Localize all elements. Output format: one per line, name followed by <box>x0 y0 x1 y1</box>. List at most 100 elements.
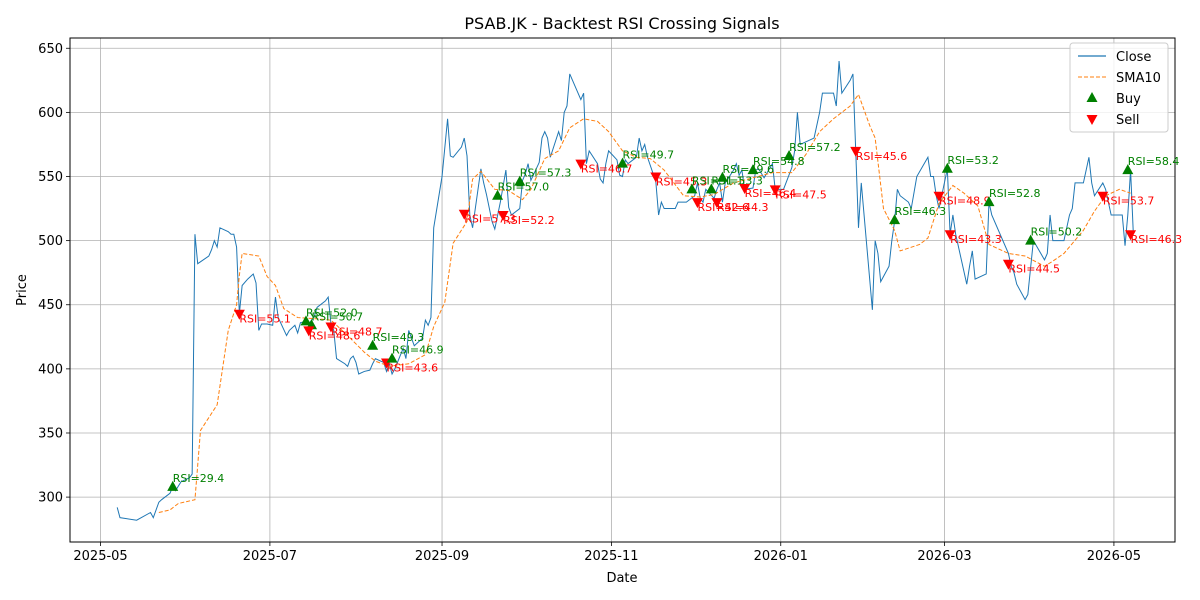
buy-marker <box>167 480 179 491</box>
chart-title: PSAB.JK - Backtest RSI Crossing Signals <box>464 14 779 33</box>
y-tick-label: 600 <box>38 106 63 121</box>
sell-marker <box>769 185 781 196</box>
sell-annotation: RSI=48.7 <box>331 326 383 339</box>
x-tick-label: 2025-11 <box>584 549 638 564</box>
y-tick-label: 350 <box>38 426 63 441</box>
buy-annotation: RSI=58.4 <box>1128 155 1180 168</box>
legend-buy-swatch <box>1086 92 1098 102</box>
sell-annotation: RSI=48.9 <box>939 195 991 208</box>
buy-annotation: RSI=52.0 <box>306 306 358 319</box>
buy-annotation: RSI=46.3 <box>895 205 947 218</box>
buy-marker <box>983 196 995 207</box>
buy-annotation: RSI=49.7 <box>623 149 675 162</box>
buy-annotation: RSI=29.4 <box>173 472 225 485</box>
buy-marker <box>889 214 901 225</box>
buy-marker <box>747 164 759 175</box>
sell-marker <box>739 184 751 195</box>
sell-annotation: RSI=43.6 <box>387 361 439 374</box>
y-tick-label: 300 <box>38 491 63 506</box>
x-axis: 2025-05 2025-07 2025-09 2025-11 2026-01 2026-… <box>73 542 1141 564</box>
x-tick-label: 2025-07 <box>243 549 297 564</box>
legend-label: SMA10 <box>1116 71 1161 86</box>
buy-marker <box>514 175 526 186</box>
sell-marker <box>458 209 470 220</box>
sell-annotation: RSI=45.6 <box>856 150 908 163</box>
sell-annotation: RSI=44.5 <box>1008 263 1060 276</box>
buy-marker <box>705 183 717 194</box>
y-axis-label: Price <box>15 274 30 306</box>
buy-annotation: RSI=46.9 <box>392 344 444 357</box>
sma10-line <box>158 93 1131 513</box>
legend-label: Close <box>1116 50 1151 65</box>
legend-box <box>1069 42 1169 133</box>
buy-marker <box>686 183 698 194</box>
sell-marker <box>575 159 587 170</box>
sell-marker <box>325 322 337 333</box>
buy-annotation: RSI=50.7 <box>312 310 364 323</box>
buy-marker <box>367 339 379 350</box>
sell-marker <box>303 326 315 337</box>
sell-marker <box>497 210 509 221</box>
buy-annotation: RSI=57.2 <box>789 141 841 154</box>
sell-marker <box>650 172 662 183</box>
sell-marker <box>711 198 723 209</box>
x-tick-label: 2026-05 <box>1087 549 1141 564</box>
sell-annotation: RSI=55.1 <box>239 313 291 326</box>
x-tick-label: 2025-09 <box>415 549 469 564</box>
buy-annotation: RSI=57.0 <box>498 181 550 194</box>
buy-marker <box>1025 234 1037 245</box>
sell-annotation: RSI=48.6 <box>309 329 361 342</box>
y-tick-label: 550 <box>38 170 63 185</box>
sell-marker <box>691 198 703 209</box>
plot-area <box>116 61 1134 521</box>
buy-marker <box>716 171 728 182</box>
y-axis: 300 350 400 450 500 550 600 650 <box>38 42 70 506</box>
x-axis-label: Date <box>606 571 637 586</box>
sell-annotation: RSI=44.3 <box>717 201 769 214</box>
legend-sell-swatch <box>1086 115 1098 125</box>
buy-annotation: RSI=49.3 <box>373 331 425 344</box>
x-tick-label: 2026-03 <box>917 549 971 564</box>
sell-marker <box>1125 230 1137 241</box>
sell-marker <box>1097 191 1109 202</box>
sell-annotation: RSI=47.5 <box>775 188 827 201</box>
buy-annotation: RSI=57.3 <box>520 167 572 180</box>
y-tick-label: 450 <box>38 298 63 313</box>
buy-annotation: RSI=52.8 <box>989 187 1041 200</box>
legend-label: Buy <box>1116 92 1141 107</box>
buy-marker <box>300 315 312 326</box>
legend-label: Sell <box>1116 113 1139 128</box>
y-tick-label: 650 <box>38 42 63 57</box>
sell-annotation: RSI=43.3 <box>950 233 1002 246</box>
sell-marker <box>944 230 956 241</box>
sell-annotation: RSI=45.3 <box>656 176 708 189</box>
sell-marker <box>1002 259 1014 270</box>
plot-frame <box>69 37 1176 543</box>
buy-annotation: RSI=54.8 <box>753 155 805 168</box>
sell-annotation: RSI=46.3 <box>1131 233 1183 246</box>
sell-marker <box>233 309 245 320</box>
buy-marker <box>617 157 628 168</box>
sell-annotation: RSI=42.6 <box>697 201 749 214</box>
buy-marker <box>492 189 504 200</box>
buy-marker <box>783 149 795 160</box>
sell-annotation: RSI=53.7 <box>1103 195 1155 208</box>
buy-marker <box>386 352 398 363</box>
buy-marker <box>1122 164 1134 175</box>
buy-annotation: RSI=50.2 <box>1031 226 1083 239</box>
buy-annotation: RSI=49.6 <box>722 163 774 176</box>
sell-marker <box>933 191 945 202</box>
sell-annotation: RSI=52.2 <box>503 214 555 227</box>
buy-annotation: RSI=53.2 <box>947 154 999 167</box>
sell-annotation: RSI=46.4 <box>745 187 797 200</box>
x-tick-label: 2026-01 <box>754 549 808 564</box>
y-tick-label: 400 <box>38 362 63 377</box>
close-price-line <box>116 61 1134 521</box>
legend: Close SMA10 Buy Sell <box>1069 42 1169 133</box>
x-tick-label: 2025-05 <box>73 549 127 564</box>
sell-marker <box>850 146 862 157</box>
y-tick-label: 500 <box>38 234 63 249</box>
